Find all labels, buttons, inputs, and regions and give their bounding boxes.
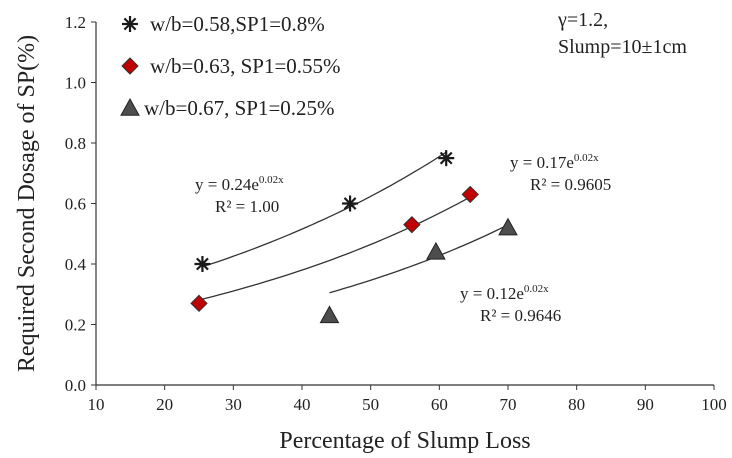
x-tick-label: 50 bbox=[362, 395, 379, 414]
legend-marker-2 bbox=[121, 57, 139, 75]
legend-label-3: w/b=0.67, SP1=0.25% bbox=[144, 96, 335, 120]
r-squared-series-1: R² = 1.00 bbox=[215, 197, 279, 216]
conditions-note: γ=1.2, Slump=10±1cm bbox=[557, 9, 687, 58]
equation-series-2: y = 0.17e0.02x bbox=[510, 152, 599, 172]
y-tick-label: 0.2 bbox=[65, 316, 86, 335]
legend-marker-3 bbox=[120, 97, 140, 116]
y-tick-label: 0.6 bbox=[65, 195, 86, 214]
legend: w/b=0.58,SP1=0.8% w/b=0.63, SP1=0.55% w/b=… bbox=[120, 12, 341, 120]
x-tick-label: 70 bbox=[500, 395, 517, 414]
legend-label-1: w/b=0.58,SP1=0.8% bbox=[150, 12, 325, 36]
x-tick-label: 60 bbox=[431, 395, 448, 414]
x-tick-label: 10 bbox=[88, 395, 105, 414]
x-tick-label: 80 bbox=[568, 395, 585, 414]
data-point-s2-1 bbox=[190, 294, 208, 313]
y-tick-label: 0.8 bbox=[65, 134, 86, 153]
data-point-s1-1 bbox=[194, 256, 211, 272]
note-line-1: γ=1.2, bbox=[557, 9, 608, 31]
y-tick-label: 1.0 bbox=[65, 74, 86, 93]
trendlines bbox=[198, 151, 509, 301]
trendline-series-2 bbox=[198, 196, 471, 301]
data-point-s3-2 bbox=[426, 241, 446, 260]
trendline-series-1 bbox=[202, 151, 447, 268]
y-tick-label: 0.4 bbox=[65, 255, 87, 274]
data-point-s2-2 bbox=[403, 215, 421, 234]
equation-series-3: y = 0.12e0.02x bbox=[460, 283, 549, 303]
trendline-series-3 bbox=[329, 224, 509, 294]
data-markers bbox=[190, 150, 518, 324]
data-point-s1-2 bbox=[342, 195, 359, 212]
r-squared-series-2: R² = 0.9605 bbox=[530, 175, 611, 194]
x-tick-label: 20 bbox=[156, 395, 173, 414]
x-tick-label: 30 bbox=[225, 395, 242, 414]
data-point-s2-3 bbox=[461, 185, 479, 204]
r-squared-series-3: R² = 0.9646 bbox=[480, 306, 561, 325]
equation-exponent: 0.02x bbox=[574, 152, 599, 164]
data-point-s1-3 bbox=[438, 150, 455, 167]
y-tick-label: 1.2 bbox=[65, 13, 86, 32]
x-tick-label: 100 bbox=[701, 395, 727, 414]
equation-exponent: 0.02x bbox=[259, 174, 284, 186]
data-point-s3-3 bbox=[498, 217, 518, 236]
y-tick-label: 0.0 bbox=[65, 376, 86, 395]
equation-exponent: 0.02x bbox=[524, 283, 549, 295]
y-axis-title: Required Second Dosage of SP(%) bbox=[14, 35, 40, 372]
x-tick-label: 90 bbox=[637, 395, 654, 414]
legend-marker-1 bbox=[122, 16, 138, 32]
legend-label-2: w/b=0.63, SP1=0.55% bbox=[150, 54, 341, 78]
data-point-s3-1 bbox=[319, 305, 340, 324]
equation-series-1: y = 0.24e0.02x bbox=[195, 174, 284, 194]
axes: 10 20 30 40 50 60 70 80 90 100 0.0 0.2 0.4 0.6 0.8 1.0 1… bbox=[14, 13, 727, 454]
x-axis-title: Percentage of Slump Loss bbox=[279, 428, 530, 454]
x-tick-label: 40 bbox=[294, 395, 311, 414]
note-line-2: Slump=10±1cm bbox=[558, 36, 687, 58]
